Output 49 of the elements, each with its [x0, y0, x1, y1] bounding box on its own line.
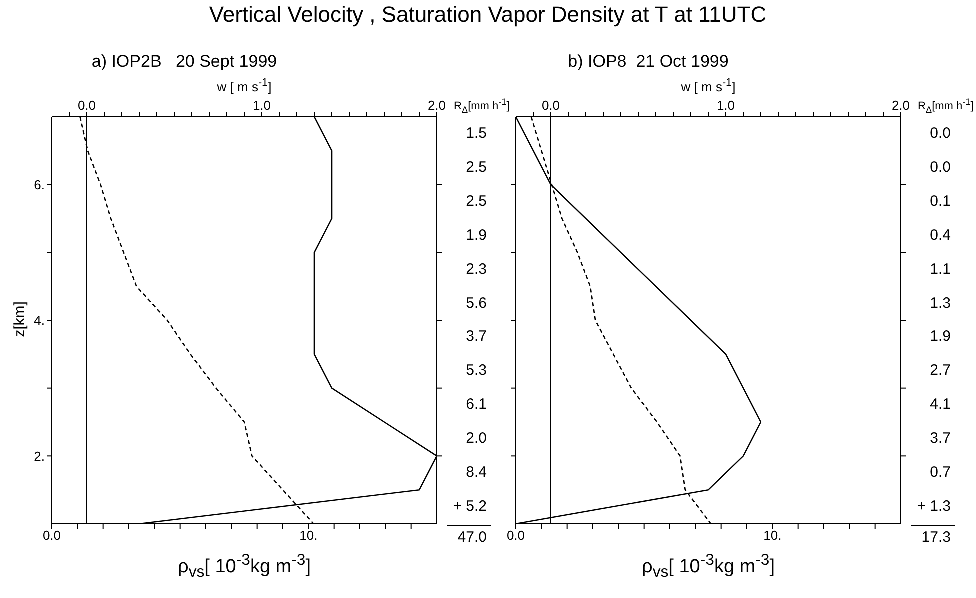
x-tick-label: 10.: [764, 528, 782, 544]
x-axis-title: ρ$_{vs}$[ 10$^{-3}$kg m$^{-3}$]: [177, 552, 312, 582]
text: 2.0: [465, 430, 487, 448]
text: 0.1: [929, 192, 951, 210]
x2-tick-label: 0.0: [542, 98, 560, 113]
text: 2.3: [465, 260, 487, 278]
text: + 5.2: [452, 498, 487, 516]
x-tick-label: 0.0: [42, 528, 62, 544]
text: 0.4: [929, 226, 951, 244]
x2-tick-label: 1.0: [716, 98, 736, 113]
chart-subtitle: a) IOP2B 20 Sept 1999: [90, 52, 278, 72]
text: 2.5: [465, 158, 487, 176]
x2-tick-label: 1.0: [252, 98, 272, 113]
x2-tick-label: 0.0: [78, 98, 96, 113]
text: 3.7: [465, 328, 487, 346]
text: 6.1: [465, 396, 487, 414]
y-tick-label: 4.: [34, 313, 45, 328]
text: 0.0: [929, 124, 951, 142]
x2-tick-label: 2.0: [892, 98, 910, 113]
text: 1.1: [929, 260, 951, 278]
text: 1.3: [929, 294, 951, 312]
text: + 1.3: [916, 498, 951, 516]
text: 5.6: [465, 294, 487, 312]
y-axis-title: z[km]: [12, 300, 28, 339]
x2-axis-title: w [ m s$^{-1}$]: [216, 77, 273, 94]
x-axis-title: ρ$_{vs}$[ 10$^{-3}$kg m$^{-3}$]: [641, 552, 776, 582]
y-tick-label: 2.: [34, 448, 45, 464]
text: 1.9: [465, 226, 487, 244]
text: Vertical Velocity , Saturation Vapor Density at T at 11UTC: [208, 2, 768, 28]
text: R$_{Δ}$[mm h$^{-1}$]: [918, 97, 974, 115]
text: 4.1: [929, 396, 951, 414]
y-tick-label: 6.: [34, 177, 45, 192]
text: 5.3: [465, 362, 487, 380]
text: 1.9: [929, 328, 951, 346]
text: 0.0: [929, 158, 951, 176]
text: 1.5: [465, 124, 487, 142]
text: 47.0: [456, 529, 487, 546]
x2-tick-label: 2.0: [428, 98, 446, 113]
chart-subtitle: b) IOP8 21 Oct 1999: [567, 52, 730, 72]
x2-axis-title: w [ m s$^{-1}$]: [680, 77, 737, 94]
text: 2.7: [929, 362, 951, 380]
x-tick-label: 0.0: [506, 528, 526, 544]
text: 2.5: [465, 192, 487, 210]
x-tick-label: 10.: [300, 528, 318, 544]
text: 17.3: [920, 529, 951, 546]
text: R$_{Δ}$[mm h$^{-1}$]: [454, 97, 510, 115]
text: 3.7: [929, 430, 951, 448]
text: 0.7: [929, 464, 951, 482]
text: 8.4: [465, 464, 487, 482]
